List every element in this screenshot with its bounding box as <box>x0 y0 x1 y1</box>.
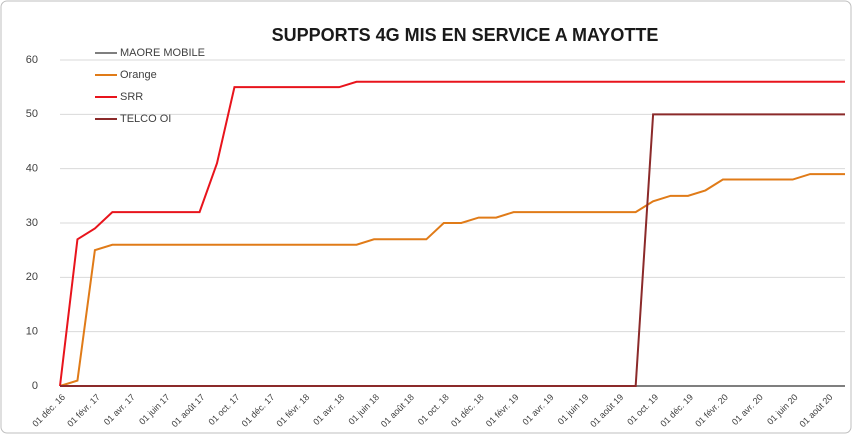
y-tick-label: 0 <box>32 380 38 392</box>
series-line <box>59 80 845 387</box>
y-tick-label: 10 <box>26 326 38 338</box>
chart-title: SUPPORTS 4G MIS EN SERVICE A MAYOTTE <box>272 25 659 45</box>
series-line <box>60 113 845 387</box>
series-line <box>59 173 845 387</box>
y-tick-label: 40 <box>26 163 38 175</box>
legend-label: SRR <box>120 91 143 103</box>
legend-label: Orange <box>120 69 157 81</box>
legend-label: TELCO OI <box>120 113 171 125</box>
y-tick-label: 60 <box>26 54 38 66</box>
y-tick-label: 20 <box>26 271 38 283</box>
y-tick-label: 30 <box>26 217 38 229</box>
y-tick-label: 50 <box>26 108 38 120</box>
legend-label: MAORE MOBILE <box>120 47 205 59</box>
